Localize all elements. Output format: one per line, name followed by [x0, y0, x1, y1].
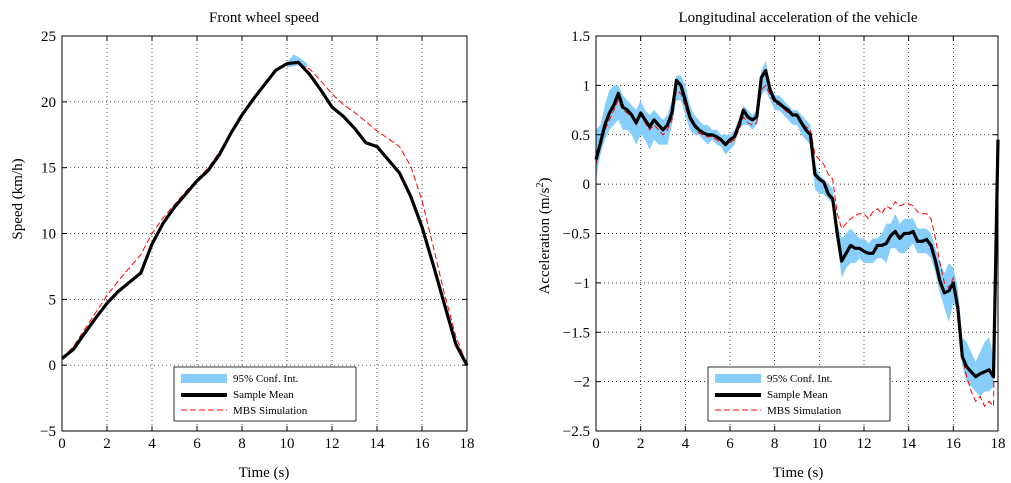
- legend: 95% Conf. Int. Sample Mean MBS Simulatio…: [173, 366, 357, 422]
- x-ticks: 0 2 4 6 8 10 12 14 16 18: [58, 36, 475, 452]
- y-tick-label: 15: [41, 161, 56, 177]
- y-tick-label: 20: [41, 95, 56, 111]
- legend-swatch-band: [715, 374, 761, 383]
- legend-entry-sim: MBS Simulation: [233, 405, 308, 417]
- y-tick-label: 0: [583, 177, 591, 193]
- x-tick-label: 16: [415, 436, 431, 452]
- y-tick-label: 1.5: [571, 29, 590, 45]
- x-axis-label: Time (s): [239, 465, 290, 481]
- chart-front-wheel-speed: Front wheel speed Time (s) Speed (km/h) …: [10, 10, 475, 481]
- x-axis-label: Time (s): [773, 465, 824, 481]
- x-tick-label: 6: [726, 436, 734, 452]
- y-tick-label: −5: [40, 424, 56, 440]
- y-tick-label: 10: [41, 227, 56, 243]
- y-tick-label: 1: [583, 78, 591, 94]
- x-tick-label: 8: [238, 436, 246, 452]
- x-tick-label: 12: [325, 436, 340, 452]
- y-tick-label: 25: [41, 29, 56, 45]
- y-tick-label: −1.5: [563, 325, 590, 341]
- chart-title: Front wheel speed: [209, 10, 319, 26]
- y-tick-label: −0.5: [563, 227, 590, 243]
- x-tick-label: 0: [592, 436, 600, 452]
- x-tick-label: 18: [460, 436, 475, 452]
- legend: 95% Conf. Int. Sample Mean MBS Simulatio…: [707, 366, 891, 422]
- legend-entry-band: 95% Conf. Int.: [767, 373, 833, 385]
- series-line-sample-mean: [594, 68, 1000, 379]
- plot-area: [60, 54, 469, 366]
- plot-area: [594, 60, 1000, 408]
- legend-entry-sim: MBS Simulation: [767, 405, 842, 417]
- x-tick-label: 10: [280, 436, 295, 452]
- y-tick-label: 5: [49, 292, 57, 308]
- x-tick-label: 10: [812, 436, 827, 452]
- x-tick-label: 4: [682, 436, 690, 452]
- confidence-band: [596, 60, 998, 397]
- x-tick-label: 2: [637, 436, 645, 452]
- y-tick-label: −2.5: [563, 424, 590, 440]
- legend-swatch-band: [181, 374, 227, 383]
- x-tick-label: 18: [991, 436, 1006, 452]
- y-axis-label: Speed (km/h): [10, 158, 26, 239]
- y-tick-label: −1: [574, 276, 590, 292]
- series-line-mbs-simulation: [595, 84, 999, 408]
- x-tick-label: 2: [103, 436, 111, 452]
- x-tick-label: 14: [370, 436, 386, 452]
- legend-entry-mean: Sample Mean: [767, 389, 828, 401]
- y-axis-label: Acceleration (m/s2): [535, 177, 553, 294]
- series-line-sample-mean: [60, 60, 469, 366]
- chart-title: Longitudinal acceleration of the vehicle: [678, 10, 917, 26]
- x-tick-label: 16: [946, 436, 962, 452]
- x-tick-label: 14: [901, 436, 917, 452]
- legend-entry-band: 95% Conf. Int.: [233, 373, 299, 385]
- x-tick-label: 8: [771, 436, 779, 452]
- x-ticks: 0 2 4 6 8 10 12 14 16 18: [592, 36, 1006, 452]
- y-ticks: −5 0 5 10 15 20 25: [40, 29, 467, 440]
- series-line-mbs-simulation: [61, 61, 468, 366]
- x-tick-label: 0: [58, 436, 66, 452]
- x-tick-label: 6: [193, 436, 201, 452]
- x-tick-label: 4: [148, 436, 156, 452]
- y-tick-label: 0: [49, 358, 57, 374]
- y-tick-label: −2: [574, 375, 590, 391]
- chart-longitudinal-acceleration: Longitudinal acceleration of the vehicle…: [535, 10, 1006, 481]
- legend-entry-mean: Sample Mean: [233, 389, 294, 401]
- y-ticks: −2.5 −2 −1.5 −1 −0.5 0 0.5 1 1.5: [563, 29, 998, 440]
- y-tick-label: 0.5: [571, 128, 590, 144]
- x-tick-label: 12: [857, 436, 872, 452]
